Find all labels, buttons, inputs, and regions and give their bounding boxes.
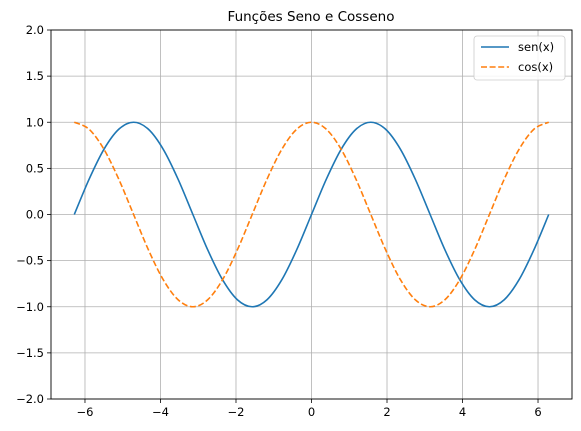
y-axis: −2.0 −1.5 −1.0 −0.5 0.0 0.5 1.0 1.5 2.0 (16, 23, 51, 406)
x-tick-label: −2 (228, 405, 245, 419)
grid (51, 29, 572, 400)
x-axis: −6 −4 −2 0 2 4 6 (77, 399, 542, 419)
y-tick-label: 0.5 (26, 161, 44, 175)
y-tick-label: −1.0 (16, 300, 44, 314)
y-tick-label: 1.5 (26, 69, 44, 83)
y-tick-label: −2.0 (16, 392, 44, 406)
y-tick-label: 2.0 (26, 23, 44, 37)
series-line-cos (73, 121, 550, 308)
series-line-sen (73, 121, 550, 308)
y-tick-label: −0.5 (16, 254, 44, 268)
y-tick-label: 0.0 (26, 208, 44, 222)
legend-label-sen: sen(x) (518, 40, 554, 54)
series-layer (73, 121, 550, 308)
y-tick-label: 1.0 (26, 115, 44, 129)
x-tick-label: −4 (152, 405, 169, 419)
x-tick-label: −6 (77, 405, 94, 419)
chart-title: Funções Seno e Cosseno (228, 9, 395, 25)
x-tick-label: 2 (383, 405, 390, 419)
x-tick-label: 4 (459, 405, 466, 419)
legend: sen(x) cos(x) (473, 35, 566, 81)
x-tick-label: 0 (308, 405, 315, 419)
legend-label-cos: cos(x) (518, 60, 553, 74)
y-tick-label: −1.5 (16, 346, 44, 360)
x-tick-label: 6 (534, 405, 541, 419)
